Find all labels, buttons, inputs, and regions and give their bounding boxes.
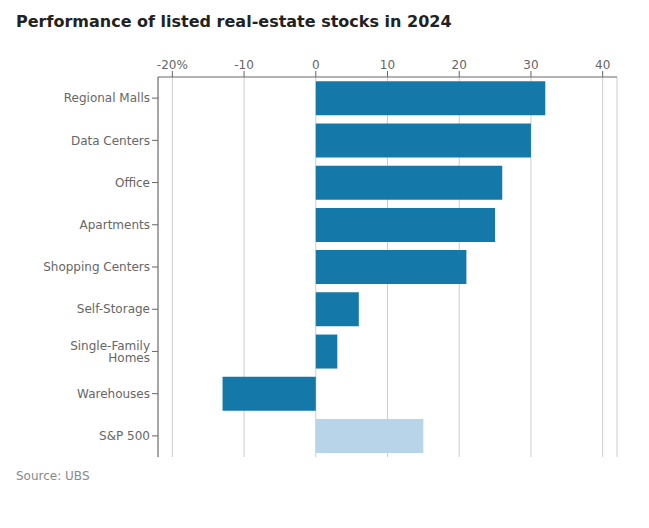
svg-text:Self-Storage: Self-Storage	[77, 302, 150, 316]
svg-text:30: 30	[523, 58, 538, 72]
svg-text:-20%: -20%	[157, 58, 188, 72]
svg-text:40: 40	[595, 58, 610, 72]
svg-text:S&P 500: S&P 500	[99, 429, 150, 443]
svg-text:20: 20	[452, 58, 467, 72]
svg-text:Single-FamilyHomes: Single-FamilyHomes	[70, 339, 150, 365]
svg-text:Office: Office	[115, 176, 150, 190]
svg-text:Apartments: Apartments	[80, 218, 150, 232]
svg-text:Warehouses: Warehouses	[77, 387, 150, 401]
svg-text:0: 0	[312, 58, 320, 72]
svg-text:Regional Malls: Regional Malls	[64, 91, 150, 105]
html-text:Performance of listed real-est: Performance of listed real-estate stocks…	[16, 12, 452, 31]
svg-text:10: 10	[380, 58, 395, 72]
svg-text:-10: -10	[234, 58, 254, 72]
html-text:Source: UBS: Source: UBS	[16, 469, 90, 483]
svg-text:Data Centers: Data Centers	[71, 134, 150, 148]
svg-text:Shopping Centers: Shopping Centers	[43, 260, 150, 274]
